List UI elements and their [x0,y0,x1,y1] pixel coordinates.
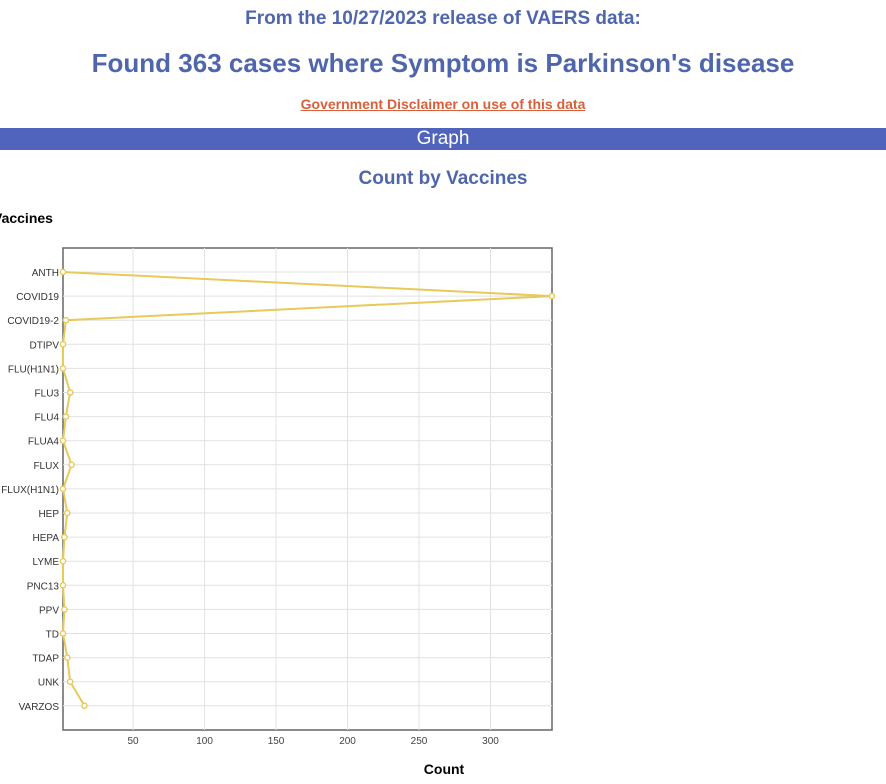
graph-section-bar: Graph [0,128,886,150]
data-point [59,365,67,372]
data-point [548,292,556,300]
y-tick-label: FLUA4 [28,437,60,448]
y-tick-label: DTIPV [30,340,60,351]
data-point [62,413,70,420]
data-point [59,582,67,589]
data-point [66,678,74,686]
y-tick-label: HEPA [33,533,60,544]
y-tick-label: FLUX(H1N1) [1,485,59,496]
x-tick-label: 150 [268,736,285,747]
data-point [59,557,67,565]
x-axis-title: Count [423,761,465,777]
data-point [81,702,88,710]
disclaimer-link[interactable]: Government Disclaimer on use of this dat… [300,96,586,112]
y-axis-title: Vaccines [0,210,53,226]
data-point [61,533,68,541]
x-tick-label: 300 [482,736,499,747]
data-point [66,389,74,396]
x-tick-label: 50 [127,736,139,747]
y-tick-label: HEP [38,509,59,520]
y-tick-label: LYME [33,557,60,568]
y-tick-label: COVID19-2 [7,316,59,327]
x-tick-label: 250 [411,736,428,747]
disclaimer: Government Disclaimer on use of this dat… [0,96,886,112]
y-tick-label: FLU3 [35,389,60,400]
y-tick-label: ANTH [32,268,59,279]
y-tick-label: UNK [38,678,59,689]
data-point [59,340,67,348]
data-point [61,606,68,613]
y-tick-label: FLU4 [35,413,60,424]
data-points [59,268,556,710]
x-tick-label: 100 [196,736,213,747]
y-tick-labels: ANTH COVID19 COVID19-2 DTIPV FLU(H1N1) FLU3 FL… [1,268,59,713]
y-tick-label: TDAP [32,654,59,665]
data-point [63,509,71,517]
y-tick-label: PPV [39,605,59,616]
grid [63,248,552,730]
data-point [62,316,70,324]
x-tick-label: 200 [339,736,356,747]
x-tick-labels: 50 100 150 200 250 300 [127,736,499,747]
data-point [68,461,75,469]
data-point [59,485,67,493]
y-tick-label: COVID19 [16,292,59,303]
y-tick-label: PNC13 [27,581,60,592]
chart-title: Count by Vaccines [358,168,528,189]
y-tick-label: VARZOS [19,702,60,713]
data-point [59,268,67,276]
y-tick-label: TD [46,630,59,641]
data-point [63,654,71,661]
found-heading: Found 363 cases where Symptom is Parkins… [91,48,795,78]
y-tick-label: FLU(H1N1) [8,364,59,375]
data-point [59,630,67,637]
y-tick-label: FLUX [33,461,59,472]
release-heading: From the 10/27/2023 release of VAERS dat… [245,8,641,29]
data-point [59,437,67,445]
